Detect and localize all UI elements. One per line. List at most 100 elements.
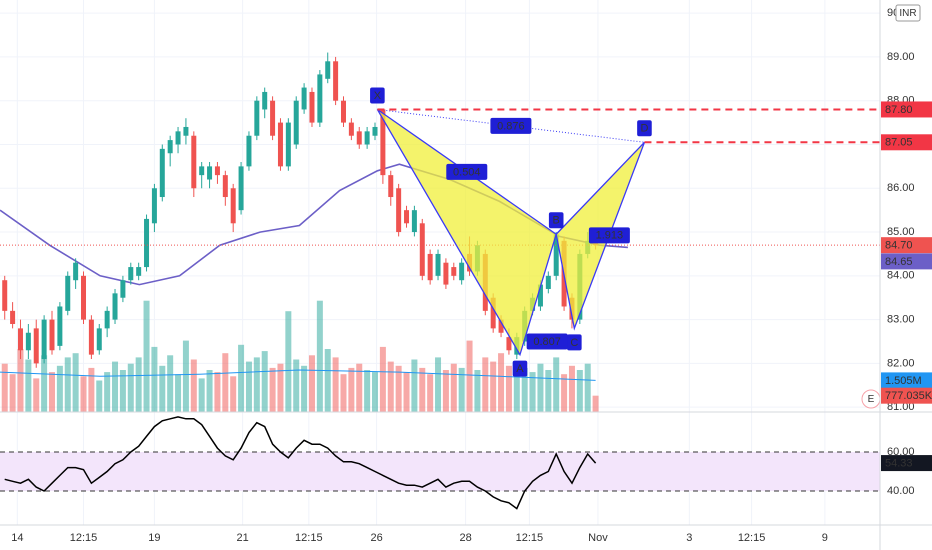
candle-body <box>207 166 213 180</box>
label-text: D <box>640 123 648 135</box>
label-text: 0.876 <box>497 120 525 132</box>
x-tick-label: 21 <box>237 532 249 544</box>
candle-body <box>553 234 559 276</box>
y-tick-label: 89.00 <box>887 51 915 63</box>
scale-tag-text: 1.505M <box>885 375 922 387</box>
candle-body <box>325 61 331 79</box>
candle-body <box>167 140 173 154</box>
candle-body <box>199 166 205 176</box>
x-tick-label: 9 <box>822 532 828 544</box>
x-tick-label: 12:15 <box>295 532 323 544</box>
volume-bar <box>474 370 481 412</box>
volume-bar <box>119 370 126 412</box>
volume-bar <box>356 363 363 412</box>
volume-bar <box>387 361 394 412</box>
x-tick-label: 3 <box>686 532 692 544</box>
candle-body <box>348 122 354 136</box>
candle-body <box>10 310 16 324</box>
scale-tag <box>881 372 932 389</box>
volume-bar <box>190 359 197 412</box>
volume-bar <box>261 351 268 412</box>
candle-body <box>33 328 39 364</box>
volume-bar <box>324 349 331 412</box>
candle-body <box>404 210 410 224</box>
volume-bar <box>419 367 426 412</box>
volume-bar <box>584 363 591 412</box>
candle-body <box>120 280 126 298</box>
candle-body <box>309 91 315 123</box>
y-tick-label: 83.00 <box>887 314 915 326</box>
scale-tag-text: 87.80 <box>885 104 913 116</box>
volume-bar <box>245 361 252 412</box>
candle-body <box>57 306 63 346</box>
candle-body <box>372 126 378 136</box>
rsi-tick-label: 60.00 <box>887 446 915 458</box>
volume-bar <box>214 372 221 412</box>
volume-bar <box>521 367 528 412</box>
volume-bar <box>56 365 63 412</box>
volume-bar <box>230 376 237 412</box>
rsi-line <box>4 416 597 510</box>
scale-tag <box>881 455 932 472</box>
volume-bar <box>127 363 134 412</box>
label-box <box>512 360 528 377</box>
candle-body <box>254 100 260 136</box>
volume-bar <box>64 357 71 412</box>
volume-bar <box>348 367 355 412</box>
candle-body <box>65 275 71 311</box>
volume-bar <box>293 359 300 412</box>
candle-body <box>301 87 307 110</box>
candle-body <box>340 100 346 123</box>
volume-bar <box>332 357 339 412</box>
label-box <box>370 87 385 104</box>
x-tick-label: 12:15 <box>516 532 544 544</box>
candle-body <box>2 280 8 311</box>
volume-bar <box>364 370 371 412</box>
scale-tag <box>881 237 932 254</box>
x-tick-label: 19 <box>148 532 160 544</box>
volume-bar <box>33 378 40 412</box>
volume-bar <box>96 380 103 412</box>
scale-tag-text: 84.65 <box>885 256 913 268</box>
volume-bar <box>253 357 260 412</box>
volume-bar <box>167 355 174 412</box>
volume-bar <box>143 300 150 412</box>
candle-body <box>151 188 157 224</box>
candle-body <box>230 188 236 224</box>
candle-body <box>214 166 220 176</box>
volume-bar <box>450 363 457 412</box>
volume-bar <box>206 370 213 412</box>
volume-bar <box>222 353 229 412</box>
x-tick-label: 12:15 <box>738 532 766 544</box>
scale-tag <box>881 101 932 118</box>
candle-body <box>17 328 23 351</box>
label-text: X <box>374 90 382 102</box>
candle-body <box>293 100 299 145</box>
volume-bar <box>340 374 347 412</box>
candle-body <box>49 319 55 351</box>
candle-body <box>396 188 402 233</box>
volume-bar <box>561 374 568 412</box>
candle-body <box>262 91 268 110</box>
y-tick-label: 84.00 <box>887 270 915 282</box>
candle-body <box>222 175 228 198</box>
volume-bar <box>395 365 402 412</box>
candle-body <box>537 284 543 307</box>
rsi-tick-label: 40.00 <box>887 485 915 497</box>
rsi-band <box>0 452 880 492</box>
y-tick-label: 82.00 <box>887 357 915 369</box>
label-text: B <box>553 215 560 227</box>
volume-bar <box>159 365 166 412</box>
candle-body <box>364 131 370 145</box>
scale-tag-text: 777.035K <box>885 390 932 402</box>
volume-ma <box>0 369 596 381</box>
x-tick-label: 26 <box>370 532 382 544</box>
volume-bar <box>568 365 575 412</box>
candle-body <box>435 253 441 276</box>
label-box <box>567 334 582 351</box>
volume-bar <box>553 357 560 412</box>
currency-text: INR <box>899 8 916 19</box>
candle-body <box>136 267 142 276</box>
label-box <box>526 333 568 350</box>
